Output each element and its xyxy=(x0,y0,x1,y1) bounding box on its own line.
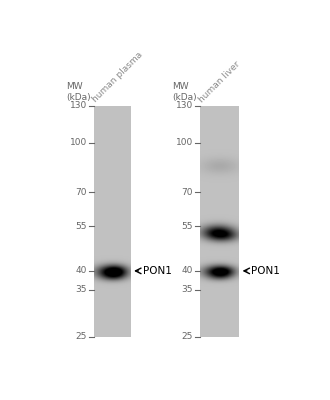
Text: 40: 40 xyxy=(182,266,193,275)
Text: 55: 55 xyxy=(182,222,193,231)
Text: PON1: PON1 xyxy=(251,266,280,276)
Text: 40: 40 xyxy=(76,266,87,275)
Text: 100: 100 xyxy=(176,138,193,147)
Text: human liver: human liver xyxy=(197,59,242,104)
Text: 25: 25 xyxy=(76,332,87,341)
Text: 25: 25 xyxy=(182,332,193,341)
Text: 35: 35 xyxy=(182,285,193,294)
Text: 55: 55 xyxy=(76,222,87,231)
Text: 35: 35 xyxy=(76,285,87,294)
Text: MW
(kDa): MW (kDa) xyxy=(172,82,197,102)
Text: 70: 70 xyxy=(182,188,193,197)
Text: PON1: PON1 xyxy=(143,266,172,276)
Text: MW
(kDa): MW (kDa) xyxy=(66,82,91,102)
Text: 100: 100 xyxy=(70,138,87,147)
Bar xyxy=(94,106,130,337)
Text: 70: 70 xyxy=(76,188,87,197)
Text: 130: 130 xyxy=(70,101,87,110)
Text: human plasma: human plasma xyxy=(91,50,145,104)
Bar xyxy=(200,106,239,337)
Text: 130: 130 xyxy=(176,101,193,110)
